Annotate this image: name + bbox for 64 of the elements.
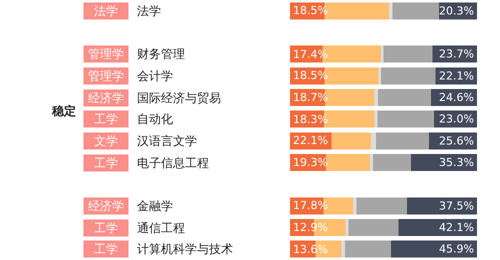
bar [406, 197, 477, 214]
data-label: 19.3% [293, 156, 328, 169]
data-label: 24.6% [439, 91, 474, 104]
data-label: 18.3% [293, 113, 328, 126]
text: 稳定 [51, 104, 76, 118]
text: 管理学 [88, 47, 124, 61]
data-label: 20.3% [439, 4, 474, 18]
bar [326, 154, 370, 171]
y-tick-label: 电子信息工程 [137, 156, 209, 170]
text: 法学 [94, 4, 118, 18]
bar [370, 154, 373, 171]
y-tick-label: 财务管理 [137, 47, 185, 61]
data-label: 17.8% [293, 199, 328, 212]
y-tick-label: 国际经济与贸易 [137, 91, 221, 105]
bar [392, 2, 440, 20]
bar [374, 110, 378, 128]
text: 工学 [94, 156, 118, 170]
text: 工学 [94, 242, 118, 256]
data-label: 18.5% [293, 69, 328, 82]
text: 经济学 [88, 199, 124, 213]
bar [381, 67, 436, 84]
y-tick-label: 计算机科学与技术 [137, 242, 233, 256]
y-tick-label: 汉语言文学 [137, 134, 197, 148]
data-label: 37.5% [439, 199, 474, 212]
data-label: 12.9% [293, 221, 328, 234]
bar [331, 132, 372, 150]
text: 工学 [94, 221, 118, 235]
bar [371, 132, 376, 150]
bar [389, 2, 392, 20]
data-label: 45.9% [439, 242, 474, 256]
data-label: 13.6% [293, 243, 328, 256]
bar [391, 240, 477, 258]
data-label: 17.4% [293, 48, 328, 61]
y-tick-label: 会计学 [137, 69, 173, 83]
y-tick-label: 金融学 [137, 199, 173, 213]
data-label: 25.6% [439, 134, 474, 148]
text: 文学 [94, 134, 118, 148]
data-label: 23.7% [439, 48, 474, 61]
data-label: 22.1% [439, 69, 474, 82]
text: 管理学 [88, 69, 124, 83]
data-label: 23.0% [439, 112, 474, 126]
data-label: 18.5% [293, 4, 328, 17]
data-label: 18.7% [293, 91, 328, 104]
bar [374, 89, 378, 106]
y-tick-label: 自动化 [137, 112, 173, 126]
y-tick-label: 法学 [137, 4, 161, 18]
bar [348, 219, 398, 236]
text: 经济学 [88, 91, 124, 105]
data-label: 35.3% [439, 156, 474, 169]
bar [384, 46, 433, 63]
bar [353, 197, 356, 214]
bar [356, 197, 407, 214]
bar [376, 132, 430, 150]
bar [378, 110, 434, 128]
bar [344, 240, 392, 258]
data-label: 42.1% [439, 221, 474, 234]
bar [378, 89, 431, 106]
data-label: 22.1% [293, 134, 328, 147]
bar [341, 240, 345, 258]
bar [372, 154, 411, 171]
bar [378, 67, 382, 84]
bar [398, 219, 477, 236]
text: 工学 [94, 112, 118, 126]
y-tick-label: 通信工程 [137, 221, 185, 235]
